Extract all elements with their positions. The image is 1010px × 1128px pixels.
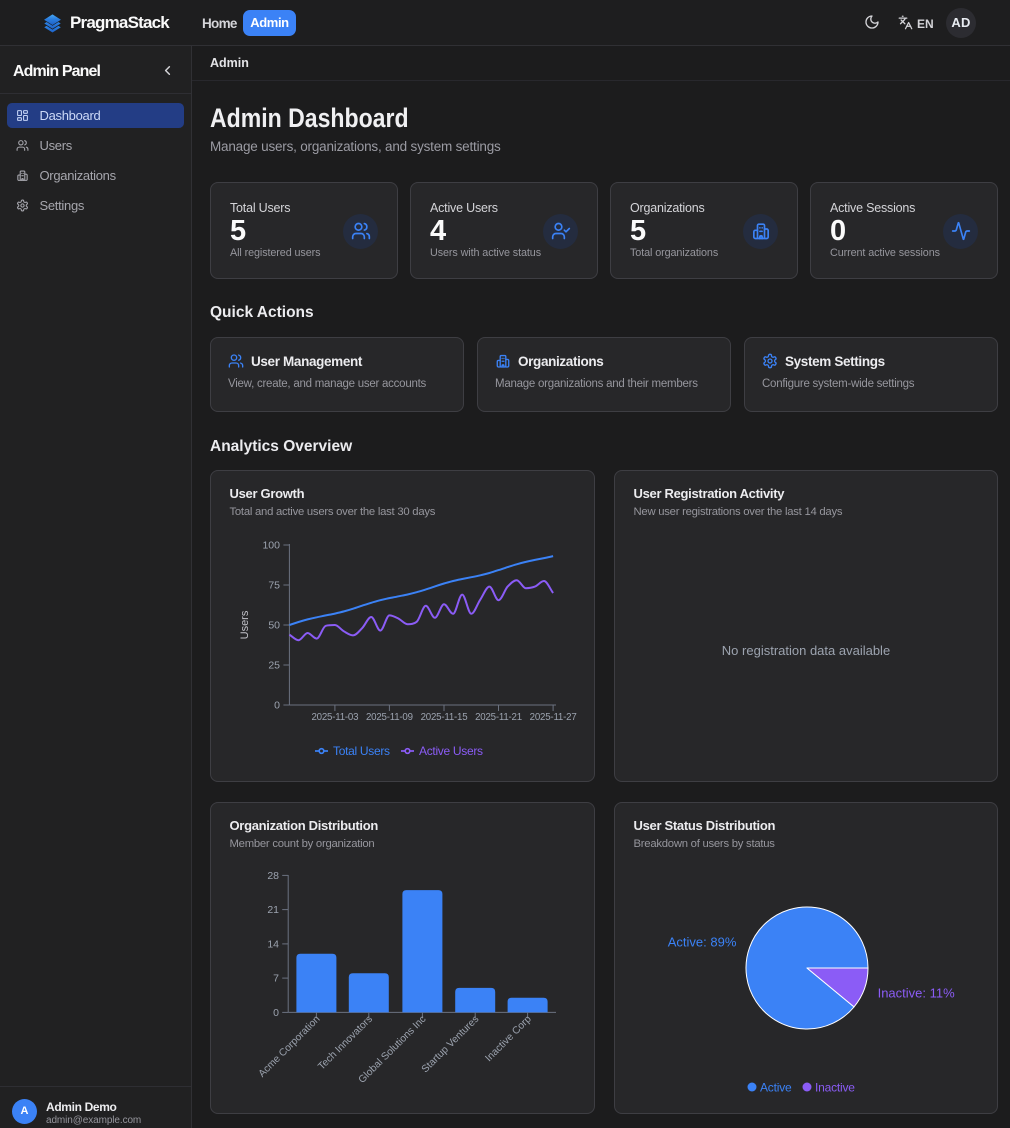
svg-text:75: 75 [268, 580, 280, 592]
svg-text:2025-11-15: 2025-11-15 [421, 712, 468, 723]
svg-text:Acme Corporation: Acme Corporation [257, 1014, 323, 1080]
svg-text:25: 25 [268, 660, 280, 672]
svg-text:Inactive: Inactive [815, 1081, 855, 1095]
svg-text:2025-11-27: 2025-11-27 [530, 712, 577, 723]
svg-text:0: 0 [274, 700, 280, 712]
svg-text:Inactive: 11%: Inactive: 11% [878, 985, 956, 1000]
svg-text:Active Users: Active Users [419, 744, 483, 758]
svg-text:Startup Ventures: Startup Ventures [420, 1014, 481, 1075]
svg-text:0: 0 [273, 1007, 279, 1019]
svg-text:Tech Innovators: Tech Innovators [316, 1014, 375, 1073]
svg-text:21: 21 [267, 904, 279, 916]
svg-text:Active: 89%: Active: 89% [668, 935, 737, 950]
svg-text:Total Users: Total Users [333, 744, 390, 758]
svg-text:2025-11-03: 2025-11-03 [311, 712, 358, 723]
svg-text:7: 7 [273, 973, 279, 985]
svg-text:Active: Active [760, 1081, 792, 1095]
svg-text:Inactive Corp: Inactive Corp [483, 1014, 533, 1064]
svg-text:28: 28 [267, 870, 279, 882]
svg-text:Users: Users [239, 610, 251, 639]
svg-text:14: 14 [267, 938, 279, 950]
svg-text:50: 50 [268, 620, 280, 632]
svg-text:100: 100 [262, 540, 280, 552]
svg-text:2025-11-21: 2025-11-21 [475, 712, 522, 723]
svg-text:2025-11-09: 2025-11-09 [366, 712, 413, 723]
